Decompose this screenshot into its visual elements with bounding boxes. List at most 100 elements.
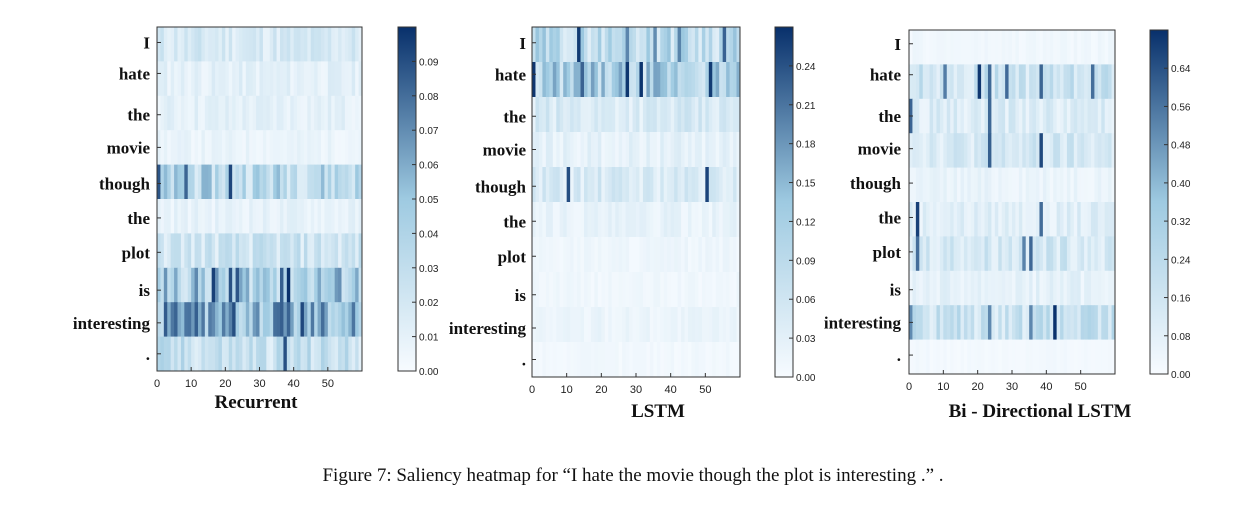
heatmap-cell (232, 233, 236, 269)
heatmap-cell (663, 342, 668, 378)
heatmap-cell (1063, 202, 1068, 237)
heatmap-cell (269, 27, 274, 62)
heatmap-cell (170, 130, 175, 165)
heatmap-cell (1039, 236, 1044, 272)
heatmap-cell (273, 199, 277, 234)
heatmap-cell (594, 97, 599, 133)
colorbar-tick-label: 0.48 (1171, 141, 1191, 152)
heatmap-cell (933, 64, 937, 100)
heatmap-cell (266, 95, 271, 131)
heatmap-cell (957, 202, 961, 237)
heatmap-cell (646, 272, 651, 308)
heatmap-cell (1042, 202, 1047, 237)
heatmap-cell (218, 336, 223, 372)
heatmap-cell (1046, 202, 1051, 237)
heatmap-cell (622, 167, 626, 203)
heatmap-cell (280, 95, 284, 131)
heatmap-cell (677, 97, 682, 133)
heatmap-cell (594, 342, 599, 378)
heatmap-cell (960, 339, 965, 375)
heatmap-cell (587, 307, 592, 343)
heatmap-cell (608, 272, 613, 308)
heatmap-cell (712, 27, 717, 63)
heatmap-cell (953, 305, 958, 340)
heatmap-cell (297, 164, 301, 200)
heatmap-cell (228, 27, 233, 62)
heatmap-cell (348, 233, 353, 269)
heatmap-cell (170, 61, 175, 97)
heatmap-cell (1005, 167, 1009, 203)
heatmap-cell (163, 199, 168, 234)
heatmap-cell (919, 98, 924, 134)
heatmap-cell (1108, 133, 1112, 168)
heatmap-cell (559, 342, 564, 378)
heatmap-cell (228, 130, 233, 165)
heatmap-cell (1063, 133, 1068, 168)
heatmap-cell (1001, 98, 1006, 134)
heatmap-cell (618, 237, 623, 273)
heatmap-cell (1077, 30, 1082, 65)
heatmap-cell (991, 133, 996, 168)
heatmap-cell (615, 62, 620, 98)
heatmap-cell (157, 27, 161, 62)
heatmap-cell (249, 61, 254, 97)
heatmap-cell (611, 202, 616, 238)
heatmap-cell (314, 336, 318, 372)
heatmap-cell (691, 132, 696, 168)
heatmap-cell (303, 130, 308, 165)
row-label: is (890, 281, 902, 300)
heatmap-cell (170, 164, 175, 200)
heatmap-cell (283, 27, 288, 62)
heatmap-cell (1025, 202, 1030, 237)
heatmap-cell (981, 236, 985, 272)
heatmap-cell (163, 164, 168, 200)
heatmap-cell (936, 133, 941, 168)
heatmap-cell (625, 307, 630, 343)
x-tick-label: 30 (1006, 381, 1018, 393)
heatmap-cell (556, 272, 561, 308)
heatmap-cell (722, 62, 727, 98)
heatmap-cell (549, 62, 554, 98)
heatmap-cell (187, 267, 192, 303)
heatmap-cell (577, 307, 581, 343)
heatmap-cell (266, 164, 271, 200)
heatmap-cell (943, 270, 948, 306)
heatmap-cell (355, 130, 359, 165)
heatmap-cell (177, 95, 182, 131)
heatmap-cell (215, 95, 219, 131)
heatmap-cell (912, 339, 917, 375)
heatmap-cell (943, 167, 948, 203)
heatmap-cell (639, 97, 644, 133)
heatmap-cell (1053, 133, 1058, 168)
heatmap-cell (1015, 236, 1020, 272)
heatmap-cell (646, 97, 651, 133)
heatmap-cell (307, 95, 312, 131)
heatmap-cell (177, 27, 182, 62)
heatmap-cell (660, 132, 665, 168)
heatmap-cell (211, 233, 216, 269)
heatmap-cell (1018, 339, 1023, 375)
heatmap-cell (701, 202, 706, 238)
heatmap-cell (615, 237, 620, 273)
heatmap-cell (653, 272, 658, 308)
heatmap-cell (180, 61, 185, 97)
heatmap-cell (194, 130, 199, 165)
heatmap-cell (1084, 98, 1088, 134)
heatmap-cell (736, 62, 741, 98)
heatmap-cell (926, 167, 930, 203)
heatmap-cell (688, 202, 692, 238)
heatmap-cell (1005, 98, 1009, 134)
heatmap-cell (963, 167, 968, 203)
heatmap-cell (577, 132, 581, 168)
heatmap-cell (232, 164, 236, 200)
heatmap-cell (594, 62, 599, 98)
heatmap-cell (269, 130, 274, 165)
heatmap-cell (535, 272, 540, 308)
heatmap-cell (225, 233, 230, 269)
heatmap-cell (1073, 339, 1078, 375)
heatmap-cell (656, 202, 661, 238)
heatmap-cell (615, 132, 620, 168)
heatmap-cell (208, 130, 213, 165)
heatmap-cell (733, 237, 737, 273)
heatmap-cell (642, 62, 647, 98)
